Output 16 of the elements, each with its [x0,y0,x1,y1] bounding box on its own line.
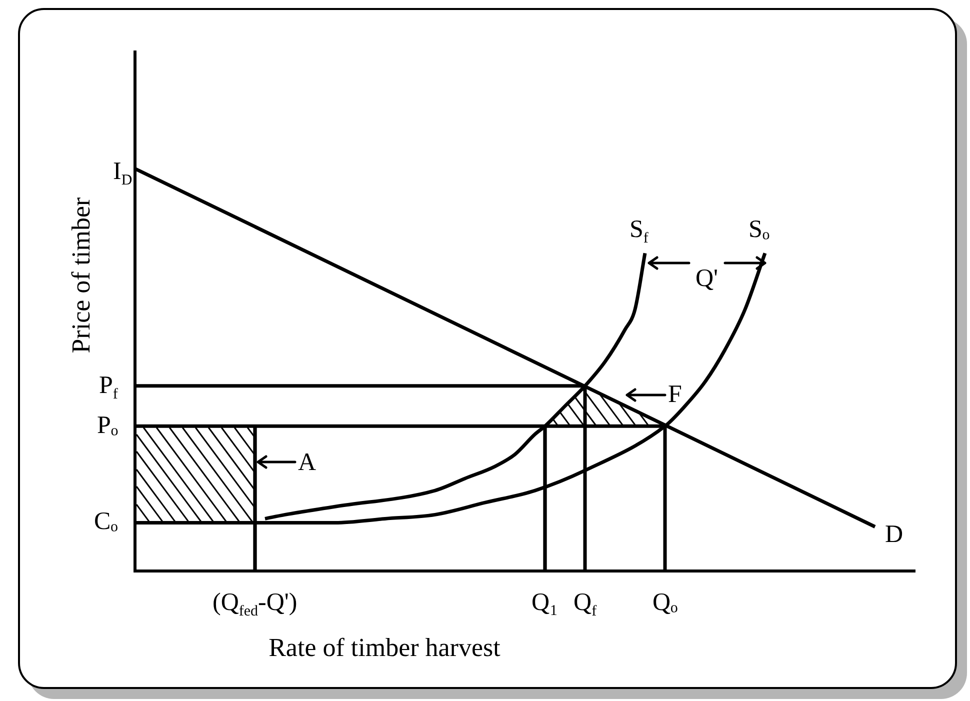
series-label: Pₒ [97,412,118,440]
x-tick-label: (Q$_{fed}$-Q') [212,589,298,620]
annotation: A [298,449,316,476]
y-axis-title: Price of timber [66,196,96,353]
text: I$_{D}$ [113,158,132,188]
series-label: Sₒ [748,216,770,244]
series-label: P$_{f}$ [99,372,118,402]
annotation: Q' [696,265,718,292]
annotation: F [668,381,682,408]
series-label: S$_{f}$ [630,216,648,246]
x-axis-title: Rate of timber harvest [268,632,500,662]
x-tick-label: Q$_{f}$ [574,589,597,620]
x-tick-label: Q₁ [532,589,558,616]
text: Cₒ [94,508,118,536]
x-tick-label: Qₒ [652,589,678,616]
series-label: D [885,520,904,548]
